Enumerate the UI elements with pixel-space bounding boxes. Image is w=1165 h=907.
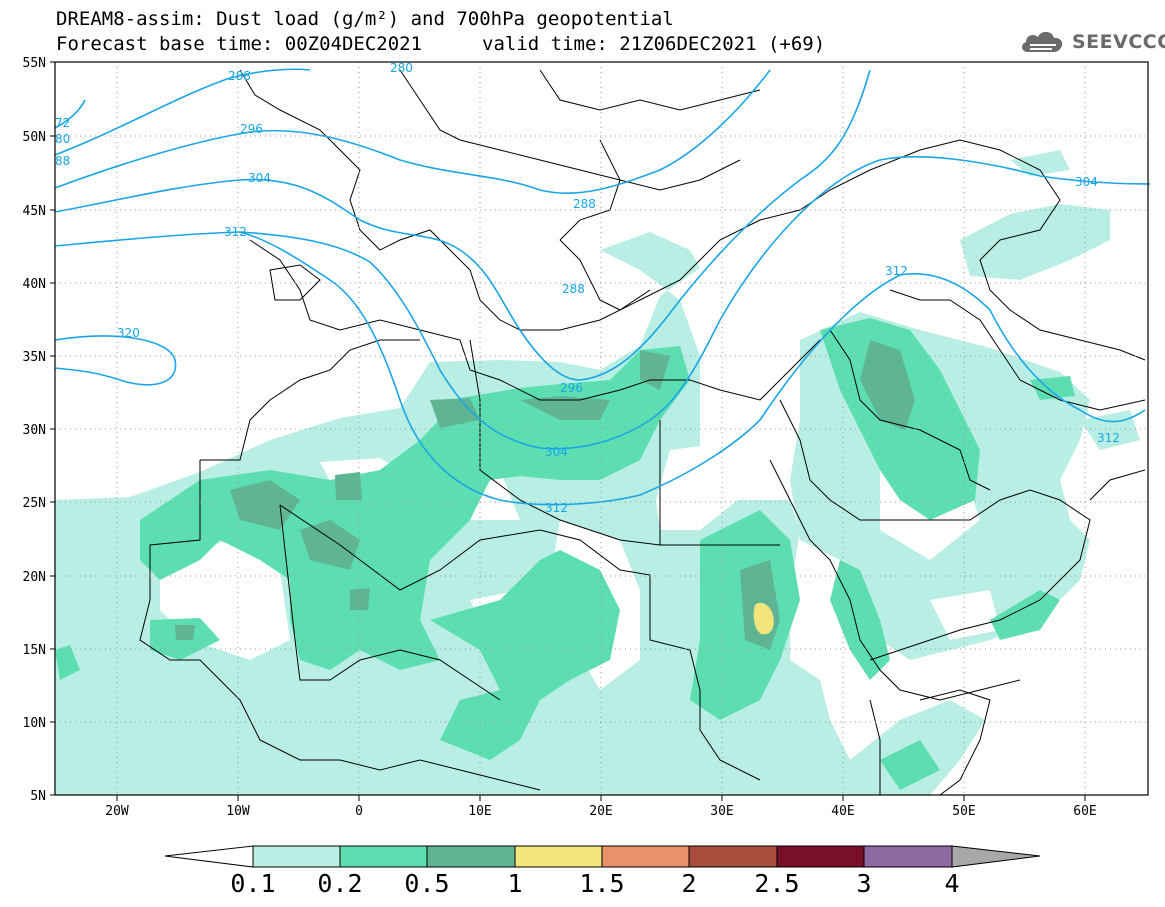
contour-label: 296 bbox=[560, 381, 583, 395]
contour-label: 304 bbox=[1075, 175, 1098, 189]
colorbar-label: 2.5 bbox=[754, 869, 799, 898]
colorbar-segment bbox=[688, 845, 778, 868]
lon-label: 50E bbox=[952, 804, 975, 819]
colorbar-segment bbox=[514, 845, 603, 868]
geopotential-contours bbox=[54, 68, 1151, 506]
contour-label: 320 bbox=[117, 326, 140, 340]
contour-label: 296 bbox=[240, 122, 263, 136]
contour-label: 304 bbox=[545, 445, 568, 459]
forecast-base-time: Forecast base time: 00Z04DEC2021 bbox=[56, 33, 423, 55]
axis-ticks bbox=[50, 61, 1086, 801]
colorbar-segment bbox=[601, 845, 690, 868]
lon-label: 20E bbox=[589, 804, 612, 819]
lat-label: 50N bbox=[23, 130, 46, 145]
colorbar-label: 2 bbox=[681, 869, 696, 898]
colorbar-segment bbox=[339, 845, 428, 868]
colorbar-segment bbox=[776, 845, 865, 868]
colorbar-label: 1.5 bbox=[579, 869, 624, 898]
colorbar-label: 0.5 bbox=[404, 869, 449, 898]
colorbar-high-arrow bbox=[951, 845, 1041, 868]
contour-label: 88 bbox=[55, 154, 70, 168]
map-title: DREAM8-assim: Dust load (g/m²) and 700hP… bbox=[56, 8, 674, 30]
colorbar-label: 4 bbox=[944, 869, 959, 898]
colorbar-label: 0.1 bbox=[230, 869, 275, 898]
lon-label: 10E bbox=[468, 804, 491, 819]
colorbar-segment bbox=[252, 845, 341, 868]
lat-label: 20N bbox=[23, 570, 46, 585]
lat-label: 5N bbox=[30, 789, 46, 804]
contour-label: 80 bbox=[55, 132, 70, 146]
contour-label: 312 bbox=[545, 501, 568, 515]
contour-labels: 288 280 296 304 312 72 80 88 288 288 296… bbox=[55, 61, 1120, 515]
lat-label: 40N bbox=[23, 277, 46, 292]
seevccc-logo: SEEVCCC bbox=[1018, 25, 1165, 59]
colorbar-label: 3 bbox=[856, 869, 871, 898]
dust-high-layer bbox=[753, 602, 774, 635]
colorbar bbox=[164, 845, 1041, 868]
lon-label: 10W bbox=[226, 804, 250, 819]
colorbar-segment bbox=[426, 845, 516, 868]
lat-label: 55N bbox=[23, 56, 46, 71]
lon-label: 60E bbox=[1073, 804, 1096, 819]
contour-label: 304 bbox=[248, 171, 271, 185]
contour-label: 312 bbox=[1097, 431, 1120, 445]
lon-label: 20W bbox=[105, 804, 129, 819]
lat-label: 45N bbox=[23, 204, 46, 219]
colorbar-label: 0.2 bbox=[317, 869, 362, 898]
contour-label: 288 bbox=[573, 197, 596, 211]
lon-label: 40E bbox=[831, 804, 854, 819]
lat-label: 30N bbox=[23, 423, 46, 438]
colorbar-labels: 0.1 0.2 0.5 1 1.5 2 2.5 3 4 bbox=[230, 869, 959, 898]
lat-label: 35N bbox=[23, 350, 46, 365]
contour-label: 312 bbox=[224, 225, 247, 239]
colorbar-low-arrow bbox=[164, 845, 254, 868]
lat-label: 10N bbox=[23, 716, 46, 731]
contour-label: 280 bbox=[390, 61, 413, 75]
lon-label: 30E bbox=[710, 804, 733, 819]
latitude-labels: 55N 50N 45N 40N 35N 30N 25N 20N 15N 10N … bbox=[23, 56, 46, 804]
logo-text: SEEVCCC bbox=[1072, 31, 1165, 53]
cloud-logo-icon bbox=[1022, 31, 1063, 52]
lat-label: 15N bbox=[23, 643, 46, 658]
coastlines bbox=[139, 69, 1146, 796]
lon-label: 0 bbox=[355, 804, 363, 819]
contour-label: 288 bbox=[562, 282, 585, 296]
contour-label: 312 bbox=[885, 264, 908, 278]
lat-label: 25N bbox=[23, 496, 46, 511]
contour-label: 72 bbox=[55, 116, 70, 130]
colorbar-label: 1 bbox=[507, 869, 522, 898]
dust-dark-layer bbox=[175, 340, 915, 650]
longitude-labels: 20W 10W 0 10E 20E 30E 40E 50E 60E bbox=[105, 804, 1096, 819]
contour-label: 288 bbox=[228, 69, 251, 83]
valid-time: valid time: 21Z06DEC2021 (+69) bbox=[482, 33, 826, 55]
colorbar-segment bbox=[863, 845, 953, 868]
